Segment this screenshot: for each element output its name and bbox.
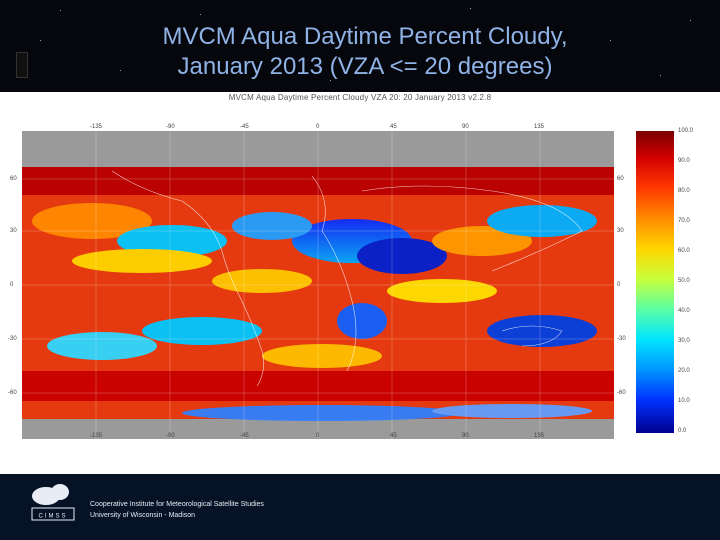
colorbar-tick: 10.0 [678, 398, 690, 404]
coastlines [111, 170, 583, 387]
lon-label-top: 0 [316, 124, 320, 130]
lat-label-right: 60 [617, 176, 624, 182]
lat-label-left: -30 [8, 336, 17, 342]
colorbar-tick: 60.0 [678, 248, 690, 254]
cloud-fraction-map [22, 131, 614, 439]
lon-label-bottom: 45 [390, 433, 397, 439]
lon-label-top: 135 [534, 124, 545, 130]
lon-label-bottom: 0 [316, 433, 320, 439]
slide-header: MVCM Aqua Daytime Percent Cloudy, Januar… [0, 0, 720, 92]
slide-title-line-1: MVCM Aqua Daytime Percent Cloudy, [162, 23, 568, 50]
colorbar-tick: 90.0 [678, 158, 690, 164]
lon-label-bottom: 90 [462, 433, 469, 439]
footer-university-name: University of Wisconsin - Madison [90, 512, 196, 519]
lat-label-right: 30 [617, 228, 624, 234]
plot-title: MVCM Aqua Daytime Percent Cloudy VZA 20:… [228, 93, 492, 102]
colorbar-tick: 80.0 [678, 188, 690, 194]
lon-label-top: 45 [390, 124, 397, 130]
lat-label-right: -30 [617, 336, 626, 342]
logo-text: CIMSS [38, 514, 67, 520]
colorbar-tick: 50.0 [678, 278, 690, 284]
lat-label-left: -60 [8, 390, 17, 396]
cimss-logo-icon: CIMSS [31, 484, 75, 521]
colorbar-tick: 40.0 [678, 308, 690, 314]
lon-label-bottom: -45 [240, 433, 249, 439]
colorbar-tick: 20.0 [678, 368, 690, 374]
colorbar [636, 131, 674, 433]
side-bar-mark [16, 52, 28, 78]
lon-label-top: 90 [462, 124, 469, 130]
lon-label-top: -90 [166, 124, 175, 130]
lon-label-bottom: -135 [90, 433, 103, 439]
slide-title: MVCM Aqua Daytime Percent Cloudy, Januar… [95, 22, 635, 82]
lon-label-bottom: -90 [166, 433, 175, 439]
lat-label-right: 0 [617, 282, 621, 288]
slide-title-line-2: January 2013 (VZA <= 20 degrees) [177, 53, 553, 80]
lon-label-bottom: 135 [534, 433, 545, 439]
map-grid [22, 131, 614, 439]
footer-institute-name: Cooperative Institute for Meteorological… [90, 501, 264, 508]
colorbar-tick: 70.0 [678, 218, 690, 224]
lat-label-left: 60 [10, 176, 17, 182]
lon-label-top: -135 [90, 124, 103, 130]
colorbar-tick: 100.0 [678, 128, 694, 134]
lon-label-top: -45 [240, 124, 249, 130]
colorbar-tick: 30.0 [678, 338, 690, 344]
footer [0, 474, 720, 540]
lat-label-left: 0 [10, 282, 14, 288]
lat-label-right: -60 [617, 390, 626, 396]
lat-label-left: 30 [10, 228, 17, 234]
colorbar-tick: 0.0 [678, 428, 687, 434]
